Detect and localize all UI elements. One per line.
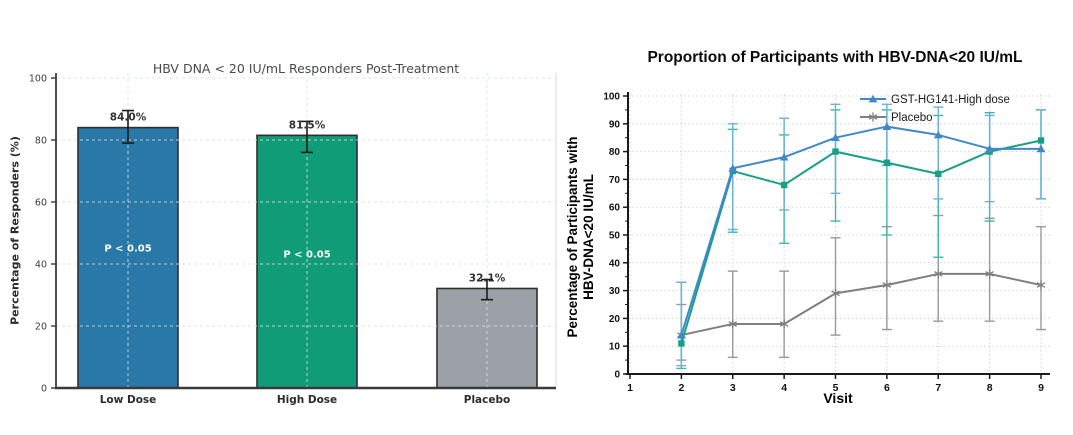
svg-text:7: 7 — [935, 382, 941, 394]
svg-text:GST-HG141-High dose: GST-HG141-High dose — [891, 94, 1010, 106]
svg-text:1: 1 — [627, 382, 633, 394]
svg-text:Placebo: Placebo — [464, 394, 510, 406]
svg-text:Placebo: Placebo — [891, 112, 933, 124]
svg-text:8: 8 — [987, 382, 993, 394]
svg-text:10: 10 — [609, 342, 621, 353]
svg-text:50: 50 — [609, 231, 621, 242]
svg-text:40: 40 — [35, 260, 47, 271]
svg-text:6: 6 — [884, 382, 890, 394]
svg-text:Low Dose: Low Dose — [100, 394, 157, 406]
svg-text:20: 20 — [35, 322, 47, 333]
svg-text:90: 90 — [609, 119, 621, 130]
svg-text:9: 9 — [1038, 382, 1044, 394]
svg-text:80: 80 — [609, 147, 621, 158]
svg-text:100: 100 — [603, 92, 620, 103]
line-chart-x-axis-label: Visit — [823, 390, 853, 406]
svg-text:60: 60 — [609, 203, 621, 214]
svg-text:32.1%: 32.1% — [469, 272, 506, 284]
svg-text:0: 0 — [41, 384, 47, 395]
svg-text:70: 70 — [609, 175, 621, 186]
svg-text:40: 40 — [609, 258, 621, 269]
svg-text:100: 100 — [29, 74, 47, 85]
bar-chart-title: HBV DNA < 20 IU/mL Responders Post-Treat… — [152, 61, 460, 76]
svg-text:3: 3 — [730, 382, 736, 394]
svg-text:80: 80 — [35, 136, 47, 147]
line-chart-title: Proportion of Participants with HBV-DNA<… — [647, 49, 1023, 66]
svg-text:5: 5 — [833, 382, 839, 394]
svg-text:20: 20 — [609, 314, 621, 325]
svg-text:0: 0 — [614, 370, 620, 381]
svg-text:P < 0.05: P < 0.05 — [283, 250, 330, 261]
svg-text:30: 30 — [609, 286, 621, 297]
svg-text:P < 0.05: P < 0.05 — [104, 244, 151, 255]
svg-text:High Dose: High Dose — [277, 394, 337, 406]
svg-text:60: 60 — [35, 198, 47, 209]
svg-text:2: 2 — [678, 382, 684, 394]
svg-text:4: 4 — [781, 382, 787, 394]
